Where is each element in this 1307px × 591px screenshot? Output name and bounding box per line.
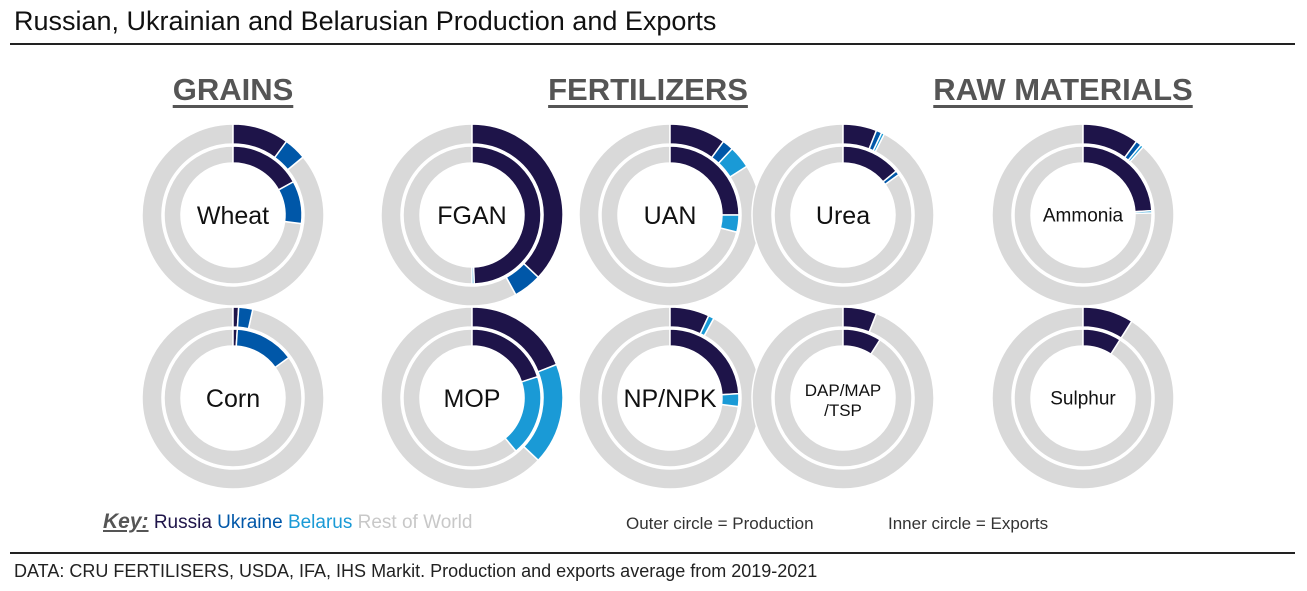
donut-wheat: Wheat xyxy=(141,123,325,307)
ammonia-exports-belarus-segment xyxy=(1134,209,1153,215)
dap-map-tsp-label: DAP/MAP/TSP xyxy=(805,381,882,420)
corn-exports-ring xyxy=(163,328,303,468)
uan-production-rest-of-world-segment xyxy=(578,123,762,307)
fgan-exports-ring xyxy=(402,145,542,285)
urea-production-rest-of-world-segment xyxy=(751,123,935,307)
outer-circle-note: Outer circle = Production xyxy=(626,514,814,533)
sulphur-exports-ring xyxy=(1013,328,1153,468)
ammonia-label: Ammonia xyxy=(1043,206,1124,227)
donut-mop: MOP xyxy=(380,306,564,490)
sulphur-production-rest-of-world-segment xyxy=(991,306,1175,490)
corn-production-ring xyxy=(141,306,325,490)
dap-map-tsp-exports-ring xyxy=(773,328,913,468)
uan-production-belarus-segment xyxy=(717,147,748,178)
np-npk-label: NP/NPK xyxy=(623,385,716,413)
uan-production-ring xyxy=(578,123,762,307)
corn-exports-rest-of-world-segment xyxy=(163,328,303,468)
title-divider xyxy=(10,43,1295,45)
np-npk-production-belarus-segment xyxy=(699,314,715,337)
section-heading-grains: GRAINS xyxy=(172,72,294,107)
ammonia-production-belarus-segment xyxy=(1127,143,1145,163)
corn-label: Corn xyxy=(206,385,260,413)
dap-map-tsp-production-rest-of-world-segment xyxy=(751,306,935,490)
sulphur-production-russia-segment xyxy=(1082,306,1133,340)
wheat-production-rest-of-world-segment xyxy=(141,123,325,307)
uan-label: UAN xyxy=(644,202,697,230)
mop-production-ring xyxy=(380,306,564,490)
corn-production-rest-of-world-segment xyxy=(141,306,325,490)
urea-exports-ring xyxy=(773,145,913,285)
donut-fgan: FGAN xyxy=(380,123,564,307)
dap-map-tsp-production-russia-segment xyxy=(842,306,878,333)
urea-exports-rest-of-world-segment xyxy=(773,145,913,285)
chart-title: Russian, Ukrainian and Belarusian Produc… xyxy=(14,6,717,36)
dap-map-tsp-production-ring xyxy=(751,306,935,490)
urea-label: Urea xyxy=(816,202,870,230)
legend-ukraine: Ukraine xyxy=(217,512,283,533)
wheat-exports-ukraine-segment xyxy=(277,180,303,225)
mop-exports-ring xyxy=(402,328,542,468)
wheat-label: Wheat xyxy=(197,202,269,230)
donut-ammonia: Ammonia xyxy=(991,123,1175,307)
footer-divider xyxy=(10,552,1295,554)
inner-circle-note: Inner circle = Exports xyxy=(888,514,1049,533)
donut-sulphur: Sulphur xyxy=(991,306,1175,490)
sulphur-exports-rest-of-world-segment xyxy=(1013,328,1153,468)
np-npk-production-rest-of-world-segment xyxy=(578,306,762,490)
mop-label: MOP xyxy=(444,385,501,413)
sulphur-exports-russia-segment xyxy=(1082,328,1122,356)
urea-production-belarus-segment xyxy=(872,131,886,153)
section-heading-raw-materials: RAW MATERIALS xyxy=(933,72,1193,107)
legend-russia: Russia xyxy=(153,512,212,533)
dap-map-tsp-exports-rest-of-world-segment xyxy=(773,328,913,468)
urea-production-ring xyxy=(751,123,935,307)
mop-production-rest-of-world-segment xyxy=(380,306,540,490)
fgan-exports-russia-segment xyxy=(471,145,542,285)
legend-rest-of-world: Rest of World xyxy=(357,512,473,533)
uan-exports-ring xyxy=(600,145,740,285)
donut-corn: Corn xyxy=(141,306,325,490)
donut-urea: Urea xyxy=(751,123,935,307)
wheat-production-ring xyxy=(141,123,325,307)
np-npk-exports-belarus-segment xyxy=(720,392,740,408)
wheat-exports-ring xyxy=(163,145,303,285)
np-npk-exports-rest-of-world-segment xyxy=(600,328,740,468)
donut-uan: UAN xyxy=(578,123,762,307)
dap-map-tsp-exports-russia-segment xyxy=(842,328,882,356)
fgan-label: FGAN xyxy=(437,202,506,230)
uan-exports-belarus-segment xyxy=(719,214,740,234)
ammonia-production-ring xyxy=(991,123,1175,307)
fgan-production-rest-of-world-segment xyxy=(380,123,517,307)
mop-exports-rest-of-world-segment xyxy=(402,328,518,468)
fgan-production-ring xyxy=(380,123,564,307)
donut-dap-map-tsp: DAP/MAP/TSP xyxy=(751,306,935,490)
uan-exports-rest-of-world-segment xyxy=(600,145,738,285)
wheat-exports-rest-of-world-segment xyxy=(163,145,303,285)
wheat-production-ukraine-segment xyxy=(273,140,305,171)
ammonia-exports-ring xyxy=(1013,145,1153,285)
fgan-production-ukraine-segment xyxy=(505,262,540,296)
legend-label: Key: xyxy=(103,510,149,533)
donut-np-npk: NP/NPK xyxy=(578,306,762,490)
corn-exports-ukraine-segment xyxy=(235,328,290,369)
mop-production-belarus-segment xyxy=(522,363,564,462)
sulphur-production-ring xyxy=(991,306,1175,490)
fgan-exports-belarus-segment xyxy=(471,266,475,285)
corn-production-ukraine-segment xyxy=(236,306,254,330)
legend-belarus: Belarus xyxy=(287,512,353,533)
urea-exports-ukraine-segment xyxy=(882,169,900,186)
legend: Key: Russia Ukraine Belarus Rest of Worl… xyxy=(103,510,472,534)
sulphur-label: Sulphur xyxy=(1050,389,1116,410)
ammonia-production-rest-of-world-segment xyxy=(991,123,1175,307)
mop-exports-belarus-segment xyxy=(504,375,542,453)
ammonia-exports-rest-of-world-segment xyxy=(1013,145,1153,285)
section-heading-fertilizers: FERTILIZERS xyxy=(548,72,748,107)
np-npk-production-ring xyxy=(578,306,762,490)
source-note: DATA: CRU FERTILISERS, USDA, IFA, IHS Ma… xyxy=(14,561,818,581)
np-npk-exports-ring xyxy=(600,328,740,468)
